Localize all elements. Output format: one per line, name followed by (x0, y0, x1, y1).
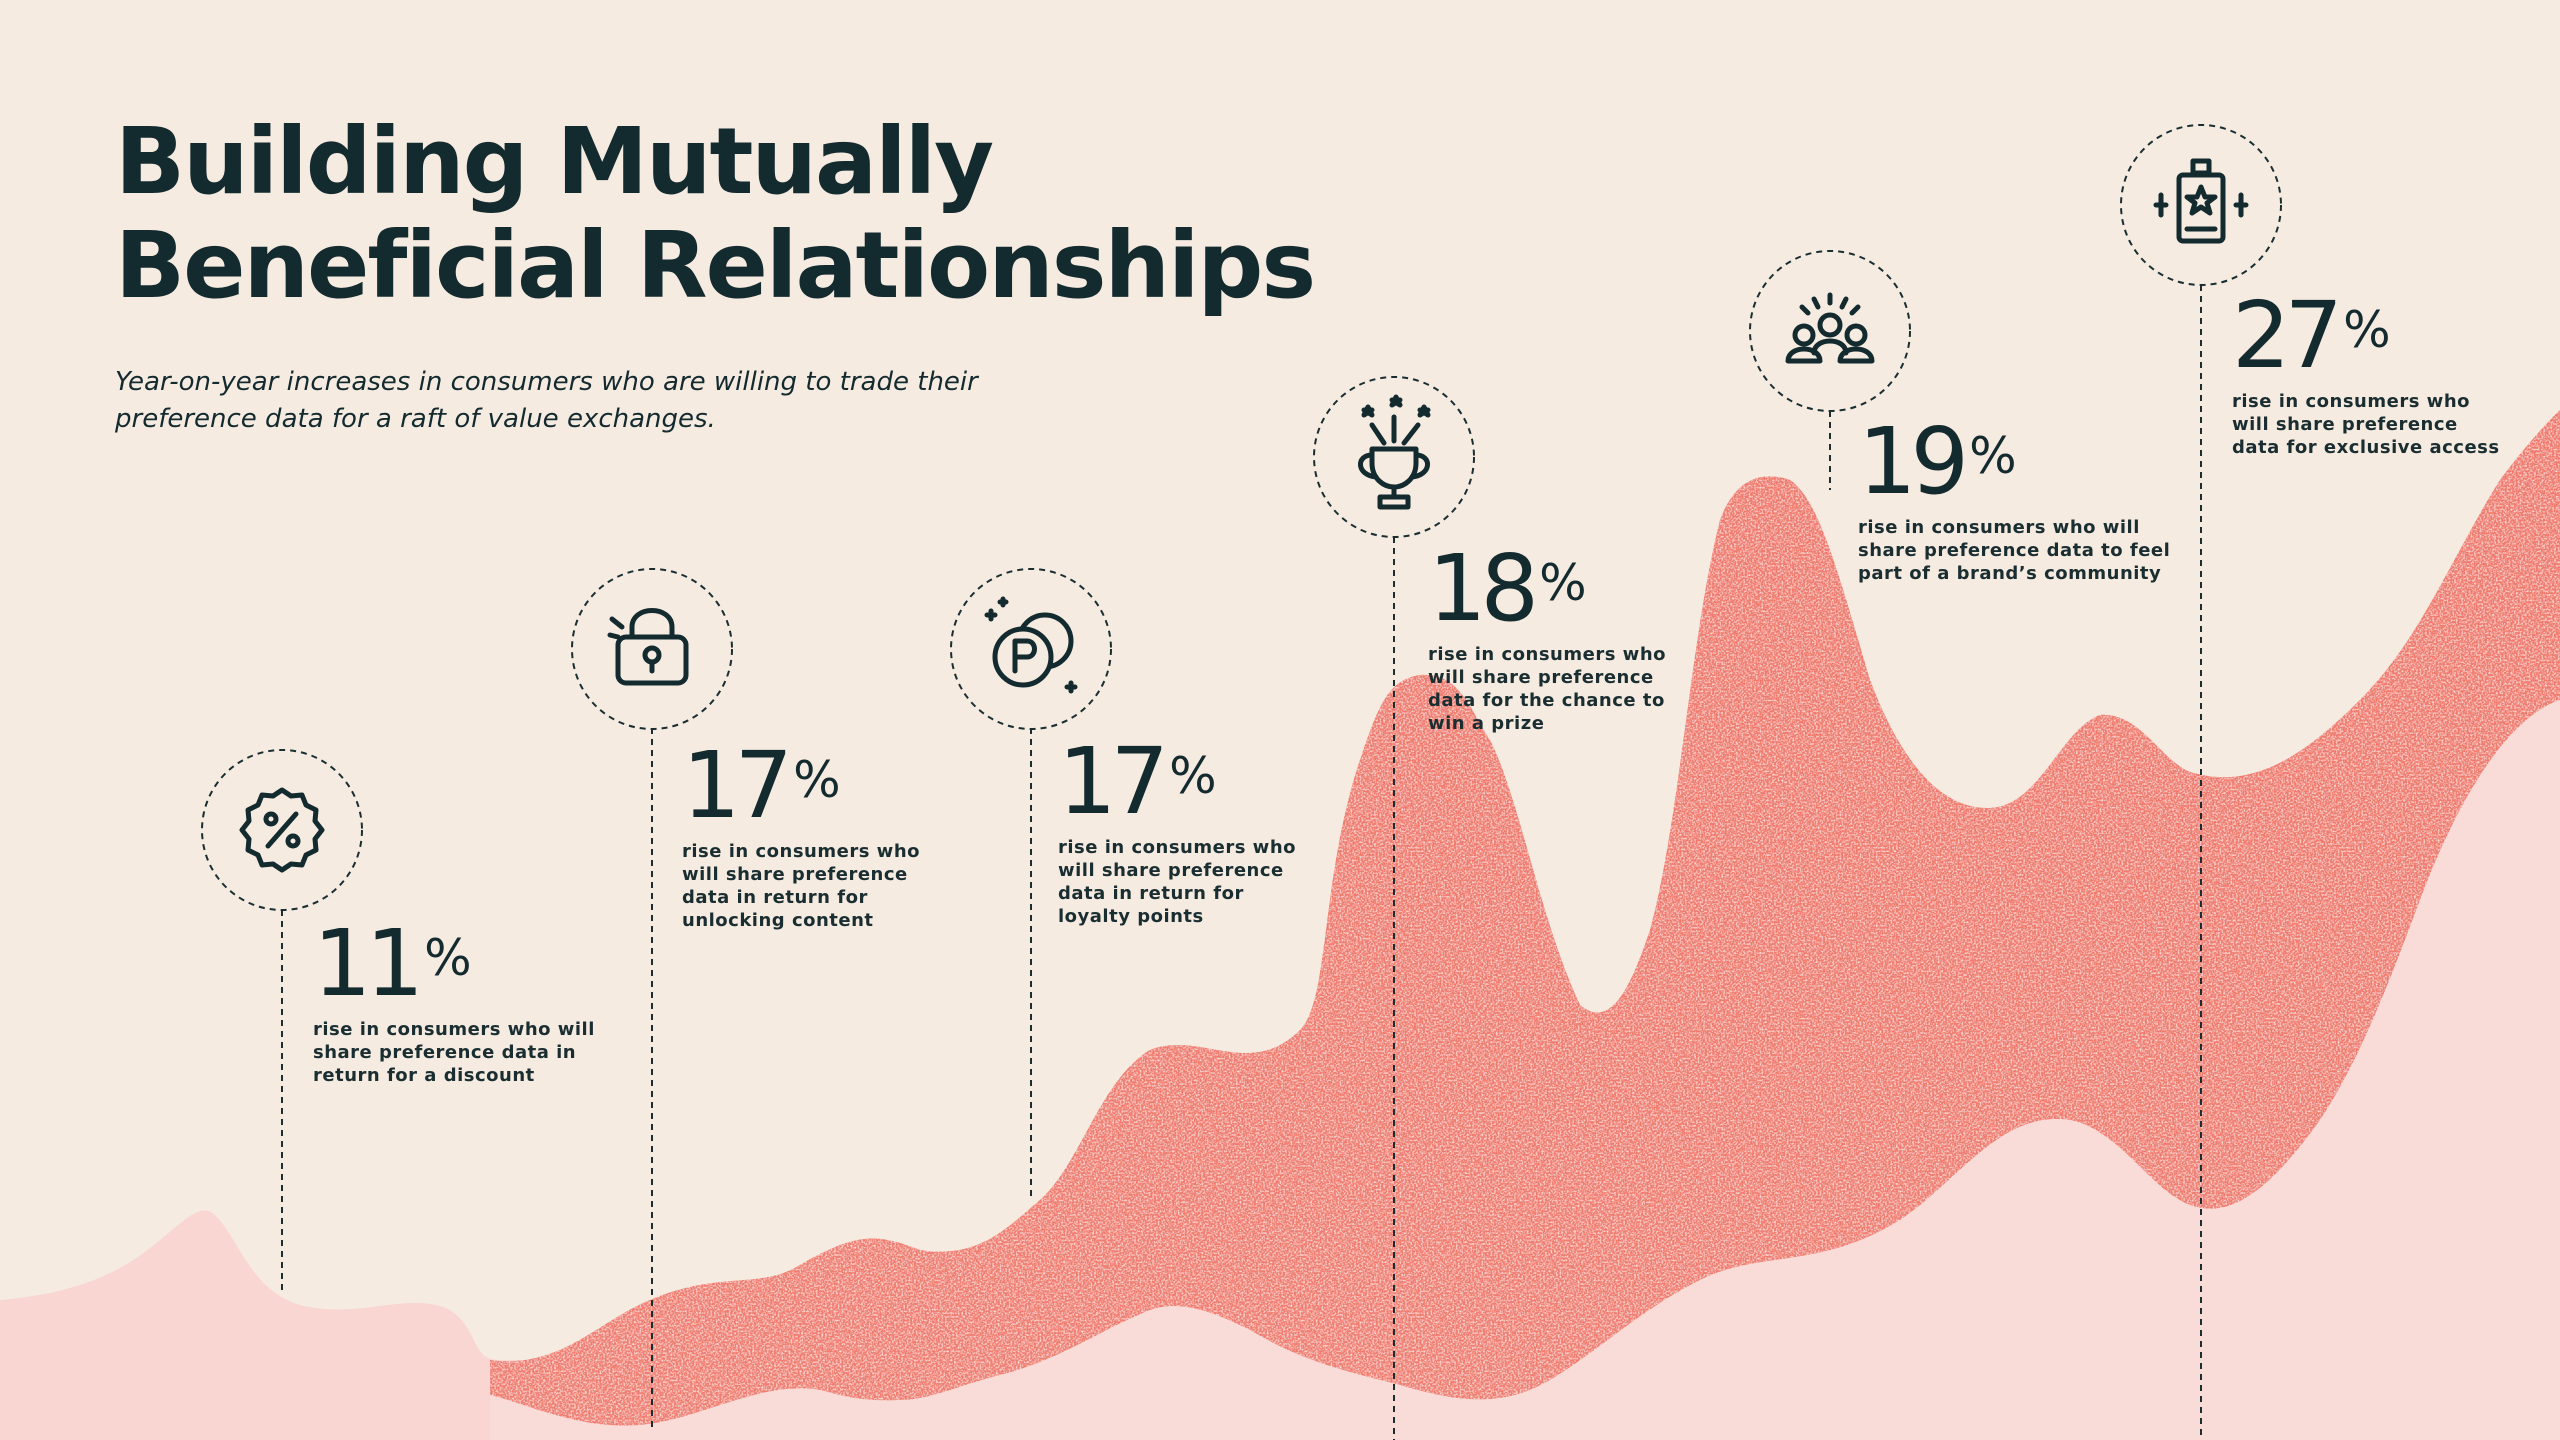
icon-ring-6 (2120, 124, 2282, 286)
callout-brand-community: 19% rise in consumers who will share pre… (1858, 416, 2178, 585)
stat-description: rise in consumers who will share prefere… (1428, 644, 1666, 734)
title-line-2: Beneficial Relationships (115, 212, 1316, 319)
community-icon (1785, 292, 1875, 364)
stat-number: 17 (1058, 728, 1169, 835)
coral-grain (490, 410, 2560, 1426)
callout-discount: 11% rise in consumers who will share pre… (313, 918, 613, 1087)
subtitle: Year-on-year increases in consumers who … (115, 367, 978, 434)
stat-description: rise in consumers who will share prefere… (2232, 391, 2500, 458)
callout-unlocking-content: 17% rise in consumers who will share pre… (682, 740, 922, 932)
stat-number: 11 (313, 910, 424, 1017)
stat-value: 17% (1058, 736, 1298, 828)
icon-ring-1 (201, 749, 363, 911)
percent-sign: % (2343, 301, 2391, 359)
front-wave (490, 700, 2560, 1440)
stat-value: 11% (313, 918, 613, 1010)
stat-description: rise in consumers who will share prefere… (1858, 517, 2171, 584)
callout-exclusive-access: 27% rise in consumers who will share pre… (2232, 290, 2502, 459)
callout-win-prize: 18% rise in consumers who will share pre… (1428, 543, 1668, 735)
percent-sign: % (424, 929, 472, 987)
stat-description: rise in consumers who will share prefere… (1058, 837, 1296, 927)
page-title: Building Mutually Beneficial Relationshi… (115, 108, 1316, 319)
percent-sign: % (1969, 427, 2017, 485)
stat-value: 19% (1858, 416, 2178, 508)
stat-value: 17% (682, 740, 922, 832)
percent-badge-icon (239, 787, 325, 873)
loyalty-points-icon (984, 596, 1078, 694)
icon-ring-5 (1749, 250, 1911, 412)
stat-number: 18 (1428, 535, 1539, 642)
icon-rings (201, 124, 2282, 911)
stat-value: 18% (1428, 543, 1668, 635)
vip-pass-icon (2153, 158, 2249, 244)
percent-sign: % (1539, 554, 1587, 612)
stat-description: rise in consumers who will share prefere… (682, 841, 920, 931)
title-line-1: Building Mutually (115, 108, 994, 215)
stat-description: rise in consumers who will share prefere… (313, 1019, 595, 1086)
percent-sign: % (1169, 747, 1217, 805)
icon-ring-3 (950, 568, 1112, 730)
callout-loyalty-points: 17% rise in consumers who will share pre… (1058, 736, 1298, 928)
icon-ring-2 (571, 568, 733, 730)
stat-number: 19 (1858, 408, 1969, 515)
stat-number: 17 (682, 732, 793, 839)
percent-sign: % (793, 751, 841, 809)
icon-ring-4 (1313, 376, 1475, 538)
unlock-icon (607, 608, 689, 686)
leader-lines (281, 285, 2202, 1440)
stat-number: 27 (2232, 282, 2343, 389)
trophy-icon (1358, 394, 1431, 510)
stat-value: 27% (2232, 290, 2502, 382)
